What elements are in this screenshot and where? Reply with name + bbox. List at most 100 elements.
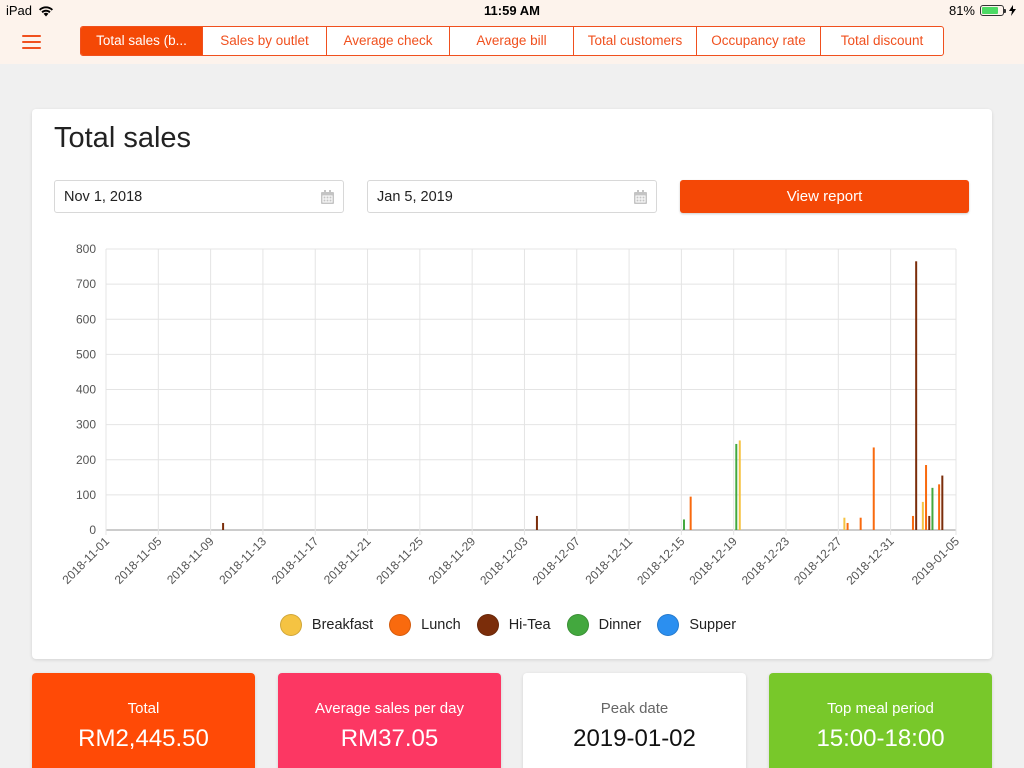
legend-swatch bbox=[657, 614, 680, 636]
bar-dinner bbox=[735, 443, 738, 530]
bar-breakfast bbox=[921, 501, 924, 530]
start-date-picker[interactable] bbox=[54, 180, 344, 213]
calendar-icon[interactable] bbox=[634, 190, 647, 204]
battery-percent: 81% bbox=[948, 3, 975, 18]
status-right: 81% bbox=[949, 3, 1016, 18]
hamburger-menu-icon[interactable] bbox=[22, 35, 41, 49]
y-tick-label: 300 bbox=[76, 418, 96, 432]
legend-label: Lunch bbox=[421, 617, 461, 633]
bar-hi-tea bbox=[941, 475, 944, 530]
y-tick-label: 800 bbox=[76, 242, 96, 256]
x-tick-label: 2018-11-17 bbox=[269, 534, 322, 587]
tab-sales-by-outlet[interactable]: Sales by outlet bbox=[203, 27, 327, 55]
y-tick-label: 600 bbox=[76, 312, 96, 326]
charging-icon bbox=[1009, 5, 1016, 16]
stat-label: Total bbox=[127, 700, 160, 717]
x-tick-label: 2018-12-07 bbox=[530, 534, 584, 588]
stat-label: Average sales per day bbox=[315, 700, 464, 717]
device-name: iPad bbox=[6, 3, 33, 18]
end-date-input[interactable] bbox=[368, 181, 656, 212]
bar-lunch bbox=[925, 465, 928, 530]
bar-lunch bbox=[689, 496, 692, 530]
bar-dinner bbox=[931, 487, 934, 530]
stat-label: Peak date bbox=[600, 700, 669, 717]
x-tick-label: 2018-11-09 bbox=[164, 534, 217, 587]
x-tick-label: 2018-12-11 bbox=[583, 534, 636, 587]
bar-lunch bbox=[846, 522, 849, 530]
start-date-input[interactable] bbox=[55, 181, 343, 212]
total-sales-card: Total sales View report 0 100 200 300 400 500… bbox=[32, 109, 992, 659]
legend-swatch bbox=[279, 614, 302, 636]
legend-item-dinner[interactable]: Dinner bbox=[566, 614, 642, 636]
wifi-icon bbox=[39, 5, 54, 16]
y-tick-label: 500 bbox=[76, 347, 96, 361]
y-tick-label: 0 bbox=[89, 523, 96, 537]
stat-card-total: Total RM2,445.50 bbox=[32, 673, 255, 768]
chart-legend: Breakfast Lunch Hi-Tea Dinner Supper bbox=[32, 614, 992, 636]
status-time: 11:59 AM bbox=[484, 3, 540, 18]
legend-label: Hi-Tea bbox=[508, 617, 551, 633]
stat-label: Top meal period bbox=[827, 700, 934, 717]
calendar-icon[interactable] bbox=[321, 190, 334, 204]
y-tick-label: 200 bbox=[76, 453, 96, 467]
x-tick-label: 2018-12-23 bbox=[739, 534, 793, 588]
status-left: iPad bbox=[6, 3, 54, 18]
x-tick-label: 2018-11-29 bbox=[426, 534, 479, 587]
bar-breakfast bbox=[843, 517, 846, 530]
end-date-picker[interactable] bbox=[367, 180, 657, 213]
tab-occupancy-rate[interactable]: Occupancy rate bbox=[697, 27, 821, 55]
legend-label: Supper bbox=[689, 617, 737, 633]
status-bar: iPad 11:59 AM 81% bbox=[0, 0, 1024, 22]
legend-item-lunch[interactable]: Lunch bbox=[389, 614, 461, 636]
y-tick-label: 700 bbox=[76, 277, 96, 291]
bar-breakfast bbox=[738, 440, 741, 530]
bar-hi-tea bbox=[928, 515, 931, 530]
battery-icon bbox=[980, 5, 1006, 16]
x-tick-label: 2018-12-03 bbox=[477, 534, 531, 588]
tab-total-customers[interactable]: Total customers bbox=[574, 27, 697, 55]
bar-hi-tea bbox=[915, 261, 918, 530]
stat-value: 15:00-18:00 bbox=[816, 725, 945, 752]
stat-value: RM2,445.50 bbox=[78, 725, 209, 752]
bar-lunch bbox=[872, 447, 875, 530]
x-tick-label: 2018-12-31 bbox=[843, 534, 897, 588]
x-tick-label: 2018-11-13 bbox=[216, 534, 269, 587]
legend-item-hi-tea[interactable]: Hi-Tea bbox=[476, 614, 551, 636]
legend-label: Dinner bbox=[598, 617, 642, 633]
x-tick-label: 2018-12-27 bbox=[791, 534, 845, 588]
x-tick-label: 2018-11-25 bbox=[373, 534, 426, 587]
legend-swatch bbox=[566, 614, 589, 636]
x-tick-label: 2018-11-21 bbox=[321, 534, 374, 587]
bar-lunch bbox=[859, 517, 862, 530]
tab-total-discount[interactable]: Total discount bbox=[840, 33, 924, 48]
stat-value: 2019-01-02 bbox=[573, 725, 696, 752]
x-tick-label: 2018-11-05 bbox=[112, 534, 165, 587]
stat-card-top-meal-period: Top meal period 15:00-18:00 bbox=[769, 673, 992, 768]
stat-card-peak-date: Peak date 2019-01-02 bbox=[523, 673, 746, 768]
y-tick-label: 400 bbox=[76, 383, 96, 397]
tab-average-check[interactable]: Average check bbox=[327, 27, 450, 55]
view-report-button[interactable]: View report bbox=[680, 180, 969, 213]
x-tick-label: 2018-12-19 bbox=[687, 534, 741, 588]
bar-lunch bbox=[938, 484, 941, 530]
stat-card-average-sales: Average sales per day RM37.05 bbox=[278, 673, 501, 768]
bar-hi-tea bbox=[222, 522, 225, 530]
legend-item-supper[interactable]: Supper bbox=[657, 614, 736, 636]
stat-value: RM37.05 bbox=[340, 725, 439, 752]
battery-fill bbox=[982, 7, 999, 14]
tab-total-sales[interactable]: Total sales (b... bbox=[81, 27, 203, 55]
legend-swatch bbox=[389, 614, 412, 636]
x-tick-label: 2018-11-01 bbox=[59, 534, 112, 587]
legend-item-breakfast[interactable]: Breakfast bbox=[279, 614, 374, 636]
bar-dinner bbox=[682, 519, 685, 530]
legend-label: Breakfast bbox=[311, 617, 374, 633]
bar-hi-tea bbox=[535, 515, 538, 530]
y-tick-label: 100 bbox=[76, 488, 96, 502]
app-header: Total sales (b... Sales by outlet Averag… bbox=[0, 22, 1024, 64]
report-tabs: Total sales (b... Sales by outlet Averag… bbox=[80, 26, 944, 56]
page-title: Total sales bbox=[54, 122, 192, 154]
x-tick-label: 2018-12-15 bbox=[634, 534, 688, 588]
tab-average-bill[interactable]: Average bill bbox=[450, 27, 574, 55]
legend-swatch bbox=[476, 614, 499, 636]
